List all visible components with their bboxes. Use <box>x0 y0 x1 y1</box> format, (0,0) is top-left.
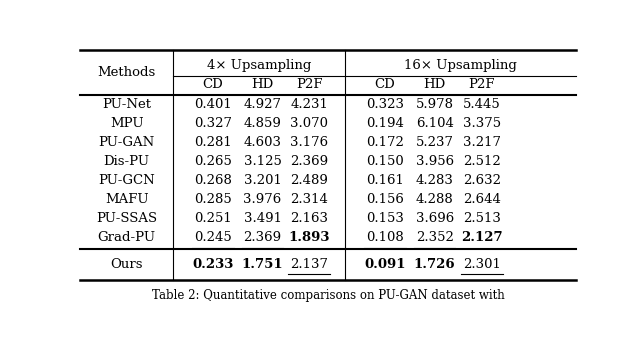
Text: 2.369: 2.369 <box>290 155 328 168</box>
Text: PU-SSAS: PU-SSAS <box>96 213 157 225</box>
Text: 0.108: 0.108 <box>366 231 404 245</box>
Text: MPU: MPU <box>110 117 143 130</box>
Text: 2.314: 2.314 <box>290 193 328 206</box>
Text: 5.978: 5.978 <box>415 98 454 111</box>
Text: PU-GAN: PU-GAN <box>99 136 155 149</box>
Text: 2.644: 2.644 <box>463 193 500 206</box>
Text: 3.070: 3.070 <box>290 117 328 130</box>
Text: Table 2: Quantitative comparisons on PU-GAN dataset with: Table 2: Quantitative comparisons on PU-… <box>152 289 504 302</box>
Text: 0.265: 0.265 <box>194 155 232 168</box>
Text: 3.125: 3.125 <box>244 155 282 168</box>
Text: 5.237: 5.237 <box>415 136 454 149</box>
Text: 4.603: 4.603 <box>244 136 282 149</box>
Text: 0.153: 0.153 <box>366 213 404 225</box>
Text: 1.893: 1.893 <box>289 231 330 245</box>
Text: HD: HD <box>424 78 446 91</box>
Text: 2.632: 2.632 <box>463 174 500 187</box>
Text: CD: CD <box>374 78 396 91</box>
Text: 4× Upsampling: 4× Upsampling <box>207 59 312 72</box>
Text: 0.091: 0.091 <box>364 258 406 271</box>
Text: P2F: P2F <box>296 78 323 91</box>
Text: 4.927: 4.927 <box>244 98 282 111</box>
Text: 2.352: 2.352 <box>416 231 454 245</box>
Text: 0.268: 0.268 <box>194 174 232 187</box>
Text: 0.172: 0.172 <box>366 136 404 149</box>
Text: 0.327: 0.327 <box>194 117 232 130</box>
Text: HD: HD <box>252 78 274 91</box>
Text: 2.489: 2.489 <box>290 174 328 187</box>
Text: 4.288: 4.288 <box>416 193 454 206</box>
Text: CD: CD <box>202 78 223 91</box>
Text: 1.751: 1.751 <box>242 258 284 271</box>
Text: 4.859: 4.859 <box>244 117 282 130</box>
Text: 3.956: 3.956 <box>415 155 454 168</box>
Text: 0.251: 0.251 <box>194 213 232 225</box>
Text: 0.323: 0.323 <box>366 98 404 111</box>
Text: 0.194: 0.194 <box>366 117 404 130</box>
Text: P2F: P2F <box>468 78 495 91</box>
Text: 4.283: 4.283 <box>416 174 454 187</box>
Text: 3.201: 3.201 <box>244 174 282 187</box>
Text: Grad-PU: Grad-PU <box>97 231 156 245</box>
Text: 2.163: 2.163 <box>290 213 328 225</box>
Text: 0.150: 0.150 <box>366 155 404 168</box>
Text: 0.161: 0.161 <box>366 174 404 187</box>
Text: 3.976: 3.976 <box>243 193 282 206</box>
Text: 2.513: 2.513 <box>463 213 500 225</box>
Text: 2.512: 2.512 <box>463 155 500 168</box>
Text: 3.696: 3.696 <box>415 213 454 225</box>
Text: 1.726: 1.726 <box>414 258 456 271</box>
Text: 2.301: 2.301 <box>463 258 500 271</box>
Text: 4.231: 4.231 <box>290 98 328 111</box>
Text: 3.176: 3.176 <box>290 136 328 149</box>
Text: 0.401: 0.401 <box>194 98 232 111</box>
Text: 2.369: 2.369 <box>243 231 282 245</box>
Text: Dis-PU: Dis-PU <box>104 155 150 168</box>
Text: 0.285: 0.285 <box>194 193 232 206</box>
Text: Ours: Ours <box>110 258 143 271</box>
Text: PU-Net: PU-Net <box>102 98 151 111</box>
Text: 0.156: 0.156 <box>366 193 404 206</box>
Text: 2.127: 2.127 <box>461 231 502 245</box>
Text: 5.445: 5.445 <box>463 98 500 111</box>
Text: 0.281: 0.281 <box>194 136 232 149</box>
Text: PU-GCN: PU-GCN <box>99 174 155 187</box>
Text: MAFU: MAFU <box>105 193 148 206</box>
Text: 3.375: 3.375 <box>463 117 501 130</box>
Text: 3.491: 3.491 <box>244 213 282 225</box>
Text: Methods: Methods <box>97 66 156 79</box>
Text: 6.104: 6.104 <box>416 117 454 130</box>
Text: 2.137: 2.137 <box>290 258 328 271</box>
Text: 3.217: 3.217 <box>463 136 500 149</box>
Text: 0.245: 0.245 <box>194 231 232 245</box>
Text: 16× Upsampling: 16× Upsampling <box>404 59 517 72</box>
Text: 0.233: 0.233 <box>192 258 234 271</box>
